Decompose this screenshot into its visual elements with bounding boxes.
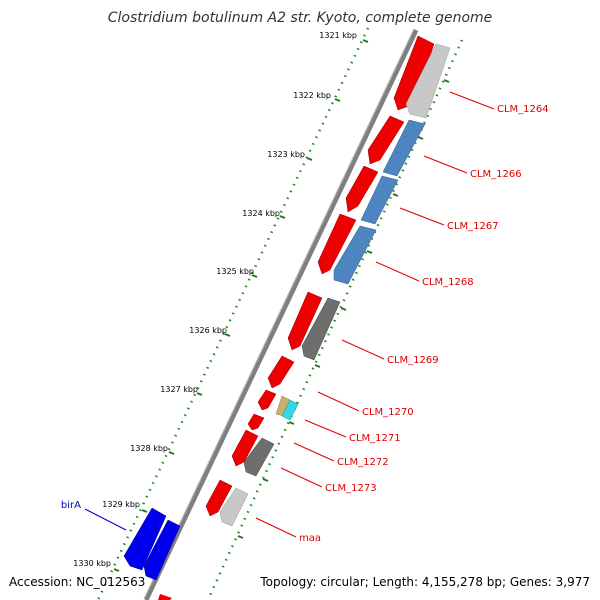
gene-arrow: [287, 291, 323, 351]
leader-line: [399, 207, 445, 226]
kbp-tick-mark: [251, 274, 258, 278]
forward-genes: [158, 35, 435, 600]
genome-title: Clostridium botulinum A2 str. Kyoto, com…: [108, 10, 493, 26]
inner-tick-mark: [340, 307, 347, 311]
kbp-label: 1330 kbp: [73, 559, 111, 568]
kbp-tick-mark: [334, 98, 341, 102]
inner-tick-mark: [262, 478, 269, 482]
leader-line: [449, 91, 495, 110]
kbp-tick-mark: [196, 392, 203, 396]
inner-tick-mark: [443, 79, 450, 83]
kbp-label: 1325 kbp: [216, 267, 254, 276]
genome-backbone: [143, 28, 419, 600]
gene-arrow: [158, 594, 172, 600]
gene-arrow: [219, 487, 249, 527]
leader-line: [317, 391, 360, 412]
gene-arrow: [360, 175, 399, 225]
inner-tick-mark: [288, 421, 295, 425]
gene-arrow: [267, 355, 295, 389]
kbp-tick-mark: [168, 451, 175, 455]
kbp-labels: 1321 kbp 1322 kbp 1323 kbp 1324 kbp 1325…: [73, 31, 357, 568]
leader-line: [84, 508, 127, 531]
kbp-label: 1329 kbp: [102, 500, 140, 509]
gene-arrow: [281, 399, 299, 421]
inner-tick-mark: [314, 364, 321, 368]
kbp-label: 1328 kbp: [130, 444, 168, 453]
kbp-tick-mark: [279, 215, 286, 219]
kbp-tick-mark: [224, 333, 231, 337]
gene-label: CLM_1268: [422, 277, 474, 288]
inner-tick-mark: [237, 535, 244, 539]
gene-arrow: [333, 225, 377, 285]
gene-arrow: [301, 297, 341, 361]
leader-lines: [84, 91, 495, 538]
kbp-label: 1321 kbp: [319, 31, 357, 40]
gene-label: CLM_1264: [497, 104, 549, 115]
gene-arrow: [405, 43, 451, 119]
leader-line: [423, 155, 468, 174]
gene-label: maa: [299, 533, 321, 544]
gene-arrow: [205, 479, 233, 517]
leader-line: [293, 442, 335, 462]
gene-arrow: [247, 413, 265, 431]
birA-genes: [123, 507, 181, 581]
gene-label: CLM_1270: [362, 407, 414, 418]
kbp-label: 1323 kbp: [267, 150, 305, 159]
gene-arrow: [257, 389, 277, 411]
kbp-tick-mark: [113, 568, 120, 572]
gene-label: CLM_1273: [325, 483, 377, 494]
gene-label: CLM_1267: [447, 221, 499, 232]
reverse-genes: [219, 43, 451, 527]
leader-line: [375, 261, 420, 282]
leader-line: [280, 467, 323, 488]
gene-arrow: [382, 119, 426, 177]
gene-arrow: [143, 519, 181, 581]
kbp-ticks: [113, 39, 369, 572]
gene-label: CLM_1269: [387, 355, 439, 366]
gene-label: CLM_1272: [337, 457, 389, 468]
kbp-tick-mark: [362, 39, 369, 43]
kbp-tick-mark: [306, 157, 313, 161]
kbp-label: 1326 kbp: [189, 326, 227, 335]
gene-arrow: [123, 507, 167, 571]
leader-line: [304, 419, 347, 438]
leader-line: [255, 517, 297, 538]
gene-arrow: [317, 213, 357, 275]
kbp-label: 1322 kbp: [293, 91, 331, 100]
gene-labels: CLM_1264 CLM_1266 CLM_1267 CLM_1268 CLM_…: [61, 104, 549, 544]
outer-ruler: [96, 27, 370, 600]
gene-arrow: [243, 437, 275, 477]
gene-arrow: [393, 35, 435, 111]
kbp-label: 1327 kbp: [160, 385, 198, 394]
gene-arrow: [345, 165, 379, 213]
kbp-label: 1324 kbp: [242, 209, 280, 218]
inner-tick-mark: [392, 193, 399, 197]
gene-label: CLM_1266: [470, 169, 522, 180]
gene-arrow: [367, 115, 405, 165]
gene-label: birA: [61, 500, 81, 511]
accession-text: Accession: NC_012563: [9, 575, 145, 589]
leader-line: [341, 339, 385, 360]
inner-tick-mark: [417, 136, 424, 140]
gene-label: CLM_1271: [349, 433, 401, 444]
genome-backbone-highlight: [143, 28, 415, 600]
inner-tick-mark: [366, 250, 373, 254]
kbp-tick-mark: [141, 509, 148, 513]
gene-arrow: [231, 429, 259, 467]
topology-text: Topology: circular; Length: 4,155,278 bp…: [259, 575, 590, 589]
inner-ruler-ticks: [237, 79, 450, 539]
